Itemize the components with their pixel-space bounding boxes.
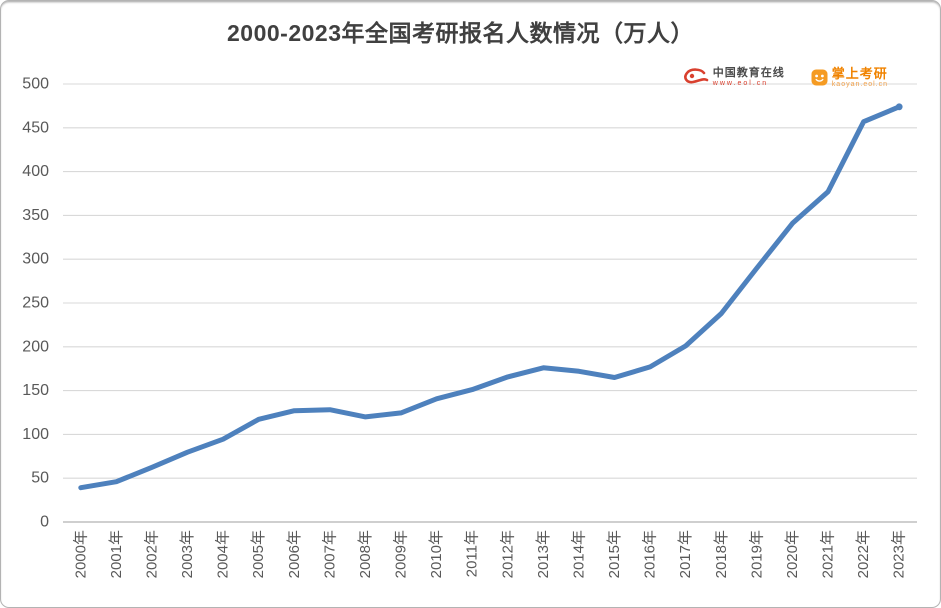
x-tick-label: 2003年	[179, 530, 196, 578]
x-tick-label: 2008年	[357, 530, 374, 578]
y-tick-label: 200	[22, 338, 49, 355]
eol-logo-url: www.eol.cn	[712, 79, 769, 87]
y-tick-label: 450	[22, 119, 49, 136]
eol-logo-name: 中国教育在线	[712, 67, 785, 80]
eol-logo: 中国教育在线 www.eol.cn	[683, 67, 785, 87]
x-tick-label: 2021年	[820, 530, 837, 578]
x-tick-label: 2023年	[891, 530, 908, 578]
kaoyan-logo-name: 掌上考研	[831, 66, 888, 81]
x-tick-label: 2000年	[72, 530, 89, 578]
y-tick-label: 0	[40, 514, 49, 531]
y-tick-label: 50	[31, 470, 49, 487]
y-tick-label: 500	[22, 76, 49, 93]
x-tick-label: 2016年	[642, 530, 659, 578]
x-tick-label: 2007年	[321, 530, 338, 578]
kaoyan-logo-url: kaoyan.eol.cn	[831, 80, 888, 88]
y-tick-label: 150	[22, 382, 49, 399]
kaoyan-app-icon	[811, 69, 828, 86]
y-tick-label: 100	[22, 426, 49, 443]
x-tick-label: 2001年	[108, 530, 125, 578]
y-tick-label: 400	[22, 163, 49, 180]
data-line	[78, 104, 902, 491]
x-tick-label: 2015年	[606, 530, 623, 578]
x-tick-label: 2004年	[215, 530, 232, 578]
x-tick-label: 2022年	[855, 530, 872, 578]
x-tick-label: 2018年	[713, 530, 730, 578]
eol-swoosh-icon	[683, 68, 709, 84]
kaoyan-logo: 掌上考研 kaoyan.eol.cn	[811, 67, 888, 88]
y-tick-label: 300	[22, 251, 49, 268]
x-tick-label: 2020年	[784, 530, 801, 578]
x-tick-label: 2017年	[677, 530, 694, 578]
y-tick-label: 250	[22, 295, 49, 312]
x-tick-label: 2006年	[286, 530, 303, 578]
x-tick-label: 2014年	[571, 530, 588, 578]
x-tick-label: 2013年	[535, 530, 552, 578]
x-tick-label: 2009年	[393, 530, 410, 578]
eol-logo-text: 中国教育在线 www.eol.cn	[712, 67, 785, 87]
x-tick-label: 2012年	[499, 530, 516, 578]
x-tick-label: 2002年	[144, 530, 161, 578]
x-tick-label: 2010年	[428, 530, 445, 578]
chart-title: 2000-2023年全国考研报名人数情况（万人）	[227, 20, 694, 46]
x-tick-label: 2005年	[250, 530, 267, 578]
y-tick-label: 350	[22, 207, 49, 224]
watermark-logos: 中国教育在线 www.eol.cn 掌上考研 kaoyan.eol.cn	[683, 67, 888, 88]
x-tick-label: 2011年	[464, 530, 481, 577]
x-tick-label: 2019年	[748, 530, 765, 578]
kaoyan-logo-text: 掌上考研 kaoyan.eol.cn	[832, 67, 888, 88]
last-point-marker	[895, 103, 903, 111]
